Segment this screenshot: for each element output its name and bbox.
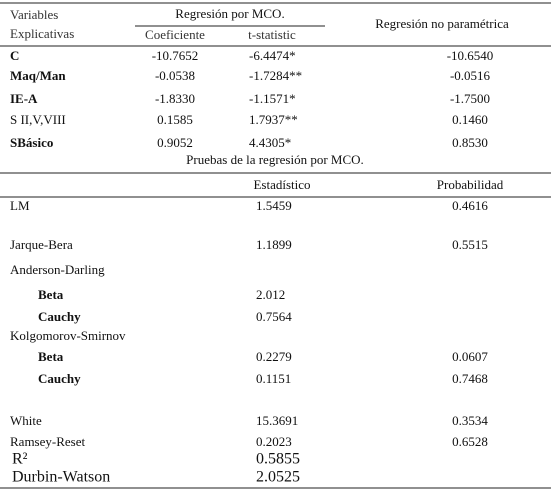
coefficient: -1.8330 (155, 91, 195, 106)
test-statistic: 1.5459 (256, 198, 292, 213)
nonparam-coefficient: -1.7500 (450, 91, 490, 106)
test-probability: 0.4616 (452, 198, 488, 213)
variable-label: IE-A (10, 91, 38, 106)
test-label: Cauchy (38, 309, 81, 324)
coefficient: -0.0538 (155, 68, 195, 83)
test-probability: 0.5515 (452, 237, 488, 252)
test-label: Cauchy (38, 371, 81, 386)
header-coef: Coeficiente (145, 27, 205, 42)
test-statistic: 2.0525 (256, 469, 300, 486)
header-tstat: t-statistic (248, 27, 296, 42)
coefficient: 0.1585 (157, 112, 193, 127)
header-ols: Regresión por MCO. (175, 6, 284, 21)
t-statistic: -1.7284** (249, 68, 302, 83)
tests-header: Estadístico (253, 177, 310, 192)
test-label: Jarque-Bera (10, 237, 73, 252)
test-label: LM (10, 198, 30, 213)
nonparam-coefficient: 0.8530 (452, 135, 488, 150)
t-statistic: -1.1571* (249, 91, 296, 106)
test-statistic: 1.1899 (256, 237, 292, 252)
t-statistic: -6.4474* (249, 48, 296, 63)
nonparam-coefficient: -10.6540 (447, 48, 494, 63)
t-statistic: 4.4305* (249, 135, 291, 150)
test-probability: 0.6528 (452, 434, 488, 449)
tests-header: Probabilidad (437, 177, 504, 192)
test-label: Ramsey-Reset (10, 434, 85, 449)
test-label: Beta (38, 287, 64, 302)
coefficient: -10.7652 (152, 48, 199, 63)
nonparam-coefficient: 0.1460 (452, 112, 488, 127)
header-variables: Variables (10, 7, 58, 22)
test-statistic: 0.2279 (256, 349, 292, 364)
coefficient: 0.9052 (157, 135, 193, 150)
variable-label: C (10, 48, 19, 63)
t-statistic: 1.7937** (249, 112, 298, 127)
test-probability: 0.3534 (452, 413, 488, 428)
test-probability: 0.0607 (452, 349, 488, 364)
test-statistic: 0.2023 (256, 434, 292, 449)
test-label: R² (12, 451, 28, 468)
test-statistic: 0.7564 (256, 309, 292, 324)
test-statistic: 0.5855 (256, 451, 300, 468)
variable-label: SBásico (10, 135, 53, 150)
variable-label: Maq/Man (10, 68, 66, 83)
test-label: Kolgomorov-Smirnov (10, 328, 126, 343)
test-label: Beta (38, 349, 64, 364)
variable-label: S II,V,VIII (10, 112, 66, 127)
test-label: Durbin-Watson (12, 469, 110, 486)
test-statistic: 2.012 (256, 287, 285, 302)
header-nonparam: Regresión no paramétrica (375, 16, 509, 31)
test-label: Anderson-Darling (10, 262, 105, 277)
header-variables: Explicativas (10, 26, 74, 41)
tests-title: Pruebas de la regresión por MCO. (186, 152, 364, 167)
nonparam-coefficient: -0.0516 (450, 68, 491, 83)
test-label: White (10, 413, 42, 428)
test-statistic: 15.3691 (256, 413, 298, 428)
test-statistic: 0.1151 (256, 371, 291, 386)
test-probability: 0.7468 (452, 371, 488, 386)
